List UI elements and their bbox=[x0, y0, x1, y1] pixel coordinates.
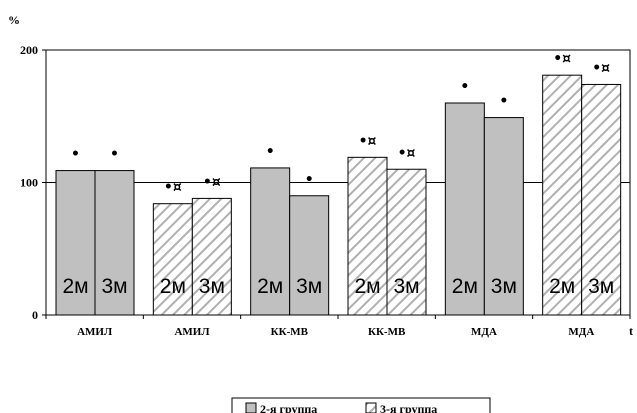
bar-label: 2м bbox=[452, 275, 478, 298]
x-tick-label: АМИЛ bbox=[77, 326, 113, 338]
x-tick-label: КК-МВ bbox=[368, 326, 406, 338]
legend-label: 3-я группа bbox=[380, 402, 437, 413]
x-tick-label: АМИЛ bbox=[174, 326, 210, 338]
bars: 2м • 3м • 2м •¤ 3м •¤ 2м • 3м • 2м •¤ 3м •¤ 2м • 3м • 2м •¤ 3м… bbox=[55, 51, 622, 316]
significance-marker: • bbox=[110, 147, 119, 163]
x-axis-ticks: АМИЛ АМИЛ КК-МВ КК-МВ МДА МДА bbox=[45, 315, 631, 338]
significance-marker: •¤ bbox=[592, 60, 610, 76]
legend: 2-я группа 3-я группа bbox=[231, 397, 491, 413]
bar bbox=[483, 117, 524, 316]
bar-label: 2м bbox=[257, 275, 283, 298]
x-tick-label: МДА bbox=[568, 326, 594, 338]
bar-label: 3м bbox=[491, 275, 517, 298]
significance-marker: •¤ bbox=[164, 180, 182, 196]
significance-marker: •¤ bbox=[553, 51, 571, 67]
bar-label: 2м bbox=[62, 275, 88, 298]
bar bbox=[94, 170, 135, 316]
bar bbox=[152, 203, 193, 316]
significance-marker: • bbox=[499, 94, 508, 110]
significance-marker: •¤ bbox=[203, 174, 221, 190]
bar-label: 2м bbox=[354, 275, 380, 298]
y-tick-label: 0 bbox=[32, 308, 38, 322]
bar bbox=[55, 170, 96, 316]
significance-marker: • bbox=[71, 147, 80, 163]
bar-label: 3м bbox=[101, 275, 127, 298]
x-tick-label: МДА bbox=[471, 326, 497, 338]
bar bbox=[581, 83, 622, 316]
significance-marker: •¤ bbox=[359, 133, 377, 149]
legend-swatch bbox=[245, 402, 257, 413]
y-tick-label: 200 bbox=[20, 43, 38, 57]
bar bbox=[444, 102, 485, 316]
bar-label: 3м bbox=[199, 275, 225, 298]
significance-marker: • bbox=[266, 144, 275, 160]
y-axis-label: % bbox=[8, 13, 20, 27]
y-tick-label: 100 bbox=[20, 176, 38, 190]
legend-box bbox=[231, 397, 491, 413]
significance-marker: •¤ bbox=[398, 145, 416, 161]
legend-label: 2-я группа bbox=[260, 402, 317, 413]
bar bbox=[191, 197, 232, 316]
x-axis-label: t bbox=[629, 324, 633, 338]
bar bbox=[289, 195, 330, 316]
significance-marker: • bbox=[305, 172, 314, 188]
bar-label: 3м bbox=[393, 275, 419, 298]
bar-label: 2м bbox=[160, 275, 186, 298]
bar-label: 3м bbox=[296, 275, 322, 298]
significance-marker: • bbox=[460, 79, 469, 95]
x-tick-label: КК-МВ bbox=[271, 326, 309, 338]
legend-swatch bbox=[365, 402, 377, 413]
bar-label: 2м bbox=[549, 275, 575, 298]
bar bbox=[386, 168, 427, 316]
bar bbox=[542, 74, 583, 316]
y-axis-ticks: 0 100 200 bbox=[20, 43, 46, 322]
bar-label: 3м bbox=[588, 275, 614, 298]
